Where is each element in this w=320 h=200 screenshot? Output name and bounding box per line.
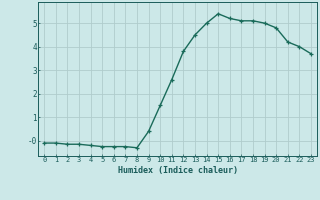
X-axis label: Humidex (Indice chaleur): Humidex (Indice chaleur) bbox=[118, 166, 238, 175]
